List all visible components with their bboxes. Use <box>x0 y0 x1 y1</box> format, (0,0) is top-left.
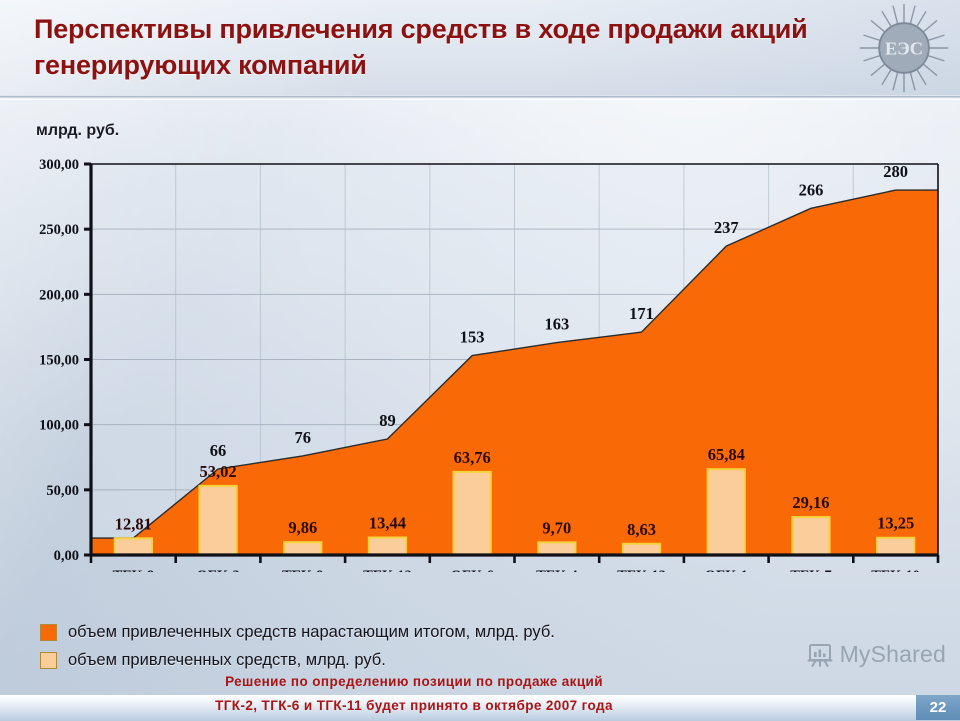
legend-swatch-raised <box>40 651 57 669</box>
cumulative-value-label: 171 <box>629 304 654 323</box>
bar <box>367 536 408 556</box>
x-axis-category-label: ОГК-2 <box>196 568 239 572</box>
y-axis-tick-label: 200,00 <box>39 287 79 303</box>
bar-value-label: 13,25 <box>877 514 914 533</box>
bar-value-label: 53,02 <box>199 462 236 481</box>
bar-value-label: 8,63 <box>627 520 656 539</box>
bar <box>452 470 492 557</box>
bar-value-label: 63,76 <box>454 448 491 467</box>
bar <box>791 515 831 557</box>
bar <box>621 542 662 556</box>
page-number: 22 <box>916 695 960 720</box>
rao-ues-logo-icon: ЕЭС <box>859 3 949 93</box>
cumulative-area <box>91 190 938 556</box>
cumulative-value-label: 237 <box>714 218 739 237</box>
cumulative-line <box>91 189 938 539</box>
slide-header: Перспективы привлечения средств в ходе п… <box>0 0 960 100</box>
myshared-watermark: MyShared <box>807 641 946 668</box>
y-axis-title: млрд. руб. <box>36 122 120 139</box>
cumulative-value-label: 280 <box>883 162 908 181</box>
footer-bar <box>0 695 960 721</box>
cumulative-value-label: 153 <box>460 328 485 347</box>
cumulative-value-label: 266 <box>799 180 824 199</box>
bar-value-label: 9,70 <box>542 518 571 537</box>
slide-footer: Решение по определению позиции по продаж… <box>0 674 960 721</box>
bar <box>283 541 323 557</box>
presentation-chart-icon <box>807 643 833 667</box>
x-axis-category-label: ТГК-8 <box>113 568 155 572</box>
bar-value-label: 13,44 <box>369 513 406 532</box>
bar <box>706 468 746 557</box>
bar <box>876 536 916 557</box>
cumulative-value-label: 66 <box>210 441 227 460</box>
x-axis-category-label: ТГК-4 <box>536 568 578 572</box>
bar-value-label: 65,84 <box>708 445 745 464</box>
legend-swatch-cumulative <box>40 623 57 641</box>
y-axis-tick-label: 300,00 <box>39 157 79 173</box>
header-background <box>0 0 960 96</box>
legend-item-raised: объем привлеченных средств, млрд. руб. <box>40 646 740 674</box>
page-title: Перспективы привлечения средств в ходе п… <box>34 14 808 80</box>
footer-note-line1: Решение по определению позиции по продаж… <box>225 674 603 689</box>
y-axis-tick-label: 0,00 <box>54 548 79 564</box>
bar <box>113 537 153 556</box>
legend-label-cumulative: объем привлеченных средств нарастающим и… <box>68 622 555 641</box>
cumulative-value-label: 89 <box>379 411 396 430</box>
x-axis-category-label: ОГК-6 <box>451 568 494 572</box>
svg-text:ЕЭС: ЕЭС <box>885 38 923 58</box>
legend-item-cumulative: объем привлеченных средств нарастающим и… <box>40 618 740 646</box>
footer-note-line2: ТГК-2, ТГК-6 и ТГК-11 будет принято в ок… <box>215 698 613 713</box>
x-axis-category-label: ТГК-7 <box>790 568 832 572</box>
y-axis-tick-label: 150,00 <box>39 353 79 369</box>
bar-value-label: 12,81 <box>115 514 152 533</box>
x-axis-category-label: ОГК-1 <box>705 568 748 572</box>
x-axis-category-label: ТГК-10 <box>871 568 920 572</box>
y-axis-tick-label: 250,00 <box>39 222 79 238</box>
x-axis-category-label: ТГК-13 <box>617 568 666 572</box>
combined-bar-area-chart: 12,81 53,02 9,86 13,44 63,76 9,70 8,63 65,84 29,… <box>39 157 940 572</box>
bar-value-label: 29,16 <box>792 493 829 512</box>
x-axis-category-label: ТГК-12 <box>363 568 412 572</box>
watermark-text: MyShared <box>839 641 946 667</box>
legend-label-raised: объем привлеченных средств, млрд. руб. <box>68 650 386 669</box>
y-axis-tick-label: 50,00 <box>46 483 79 499</box>
y-axis-tick-label: 100,00 <box>39 418 79 434</box>
bar <box>537 541 577 556</box>
header-divider-highlight <box>0 99 960 100</box>
chart-container: 12,81 53,02 9,86 13,44 63,76 9,70 8,63 65,84 29,… <box>0 152 960 572</box>
chart-legend: объем привлеченных средств нарастающим и… <box>40 618 740 674</box>
bar-value-label: 9,86 <box>288 518 317 537</box>
cumulative-value-label: 163 <box>544 315 569 334</box>
cumulative-value-label: 76 <box>295 428 312 447</box>
x-axis-category-label: ТГК-9 <box>282 568 324 572</box>
header-divider <box>0 95 960 98</box>
bar <box>198 484 238 557</box>
